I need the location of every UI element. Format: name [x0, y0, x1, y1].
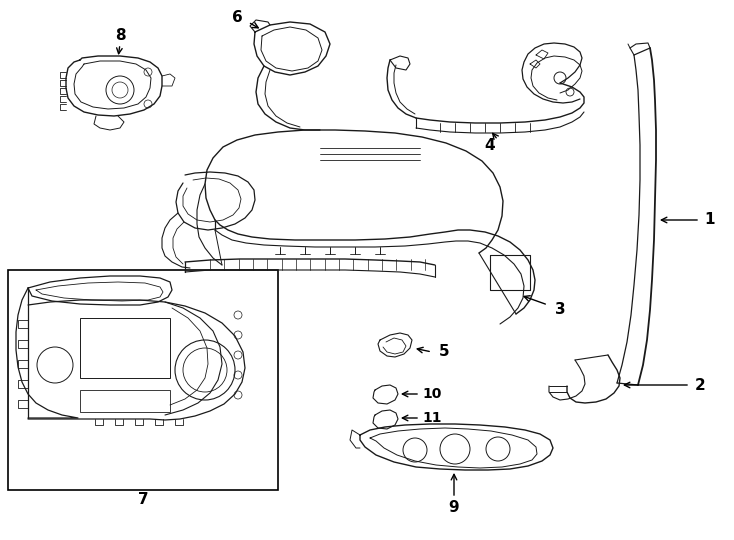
Text: 7: 7: [138, 492, 148, 508]
Text: 4: 4: [484, 138, 495, 152]
Bar: [80, 318, 170, 378]
Text: 2: 2: [694, 377, 705, 393]
Text: 6: 6: [232, 10, 242, 25]
Text: 8: 8: [115, 28, 126, 43]
Text: 5: 5: [439, 345, 449, 360]
Text: 11: 11: [422, 411, 442, 425]
Text: 10: 10: [422, 387, 442, 401]
Bar: [80, 390, 170, 412]
Bar: [8, 270, 278, 490]
Text: 9: 9: [448, 501, 459, 516]
Text: 1: 1: [705, 213, 715, 227]
Text: 3: 3: [555, 302, 565, 318]
